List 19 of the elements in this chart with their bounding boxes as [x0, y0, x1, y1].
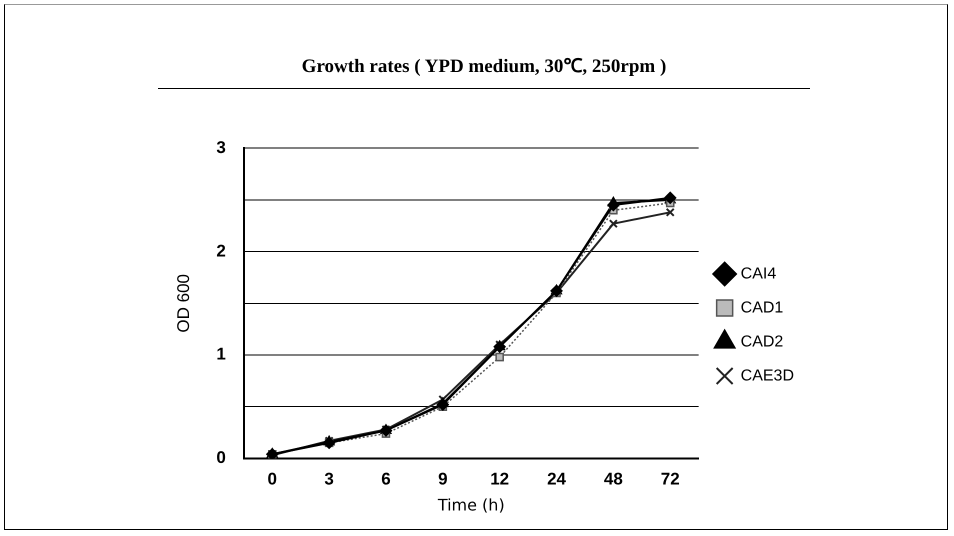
x-tick-label: 6 — [381, 469, 391, 488]
y-axis-title: OD 600 — [174, 274, 193, 333]
y-tick-label: 2 — [216, 241, 226, 260]
x-tick-label: 9 — [438, 469, 448, 488]
legend-label: CAI4 — [740, 265, 776, 282]
x-tick-label: 3 — [324, 469, 334, 488]
chart-title: Growth rates ( YPD medium, 30℃, 250rpm ) — [158, 52, 810, 89]
x-tick-label: 48 — [604, 469, 623, 488]
x-tick-label: 72 — [660, 469, 680, 488]
legend-label: CAD1 — [740, 299, 784, 316]
x-tick-label: 24 — [547, 469, 567, 488]
x-axis-title: Time (h) — [436, 496, 505, 515]
x-tick-label: 0 — [268, 469, 278, 488]
y-tick-label: 1 — [216, 344, 226, 364]
x-tick-label: 12 — [490, 469, 510, 488]
y-tick-label: 0 — [216, 448, 226, 468]
legend-label: CAE3D — [740, 367, 794, 384]
legend-label: CAD2 — [740, 333, 784, 350]
y-tick-label: 3 — [216, 138, 226, 157]
